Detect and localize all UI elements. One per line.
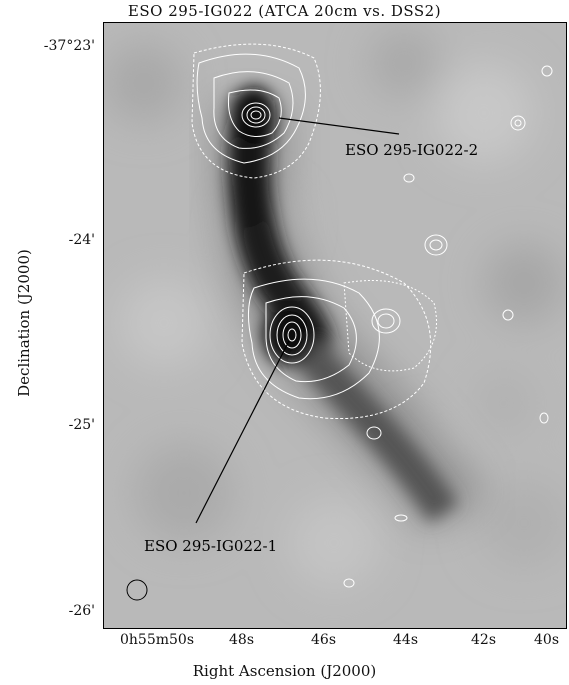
annotation-lines [195, 117, 400, 524]
ra-tick-label: 40s [534, 632, 559, 648]
radio-contours [126, 43, 553, 601]
dec-tick-label: -37°23' [43, 38, 95, 54]
y-axis-label: Declination (J2000) [15, 249, 33, 397]
ra-tick-label: 46s [311, 632, 336, 648]
dec-tick-label: -25' [68, 417, 95, 433]
image-panel [103, 22, 567, 629]
figure-title: ESO 295-IG022 (ATCA 20cm vs. DSS2) [127, 2, 442, 20]
ra-tick-label: 42s [471, 632, 496, 648]
dec-tick-label: -24' [68, 232, 95, 248]
x-axis-label: Right Ascension (J2000) [192, 662, 377, 680]
sky-image [104, 28, 566, 601]
ra-tick-label: 48s [229, 632, 254, 648]
annotation-source-1: ESO 295-IG022-1 [144, 537, 278, 555]
dec-tick-label: -26' [68, 603, 95, 619]
galaxy-body [228, 86, 459, 523]
annotation-source-2: ESO 295-IG022-2 [345, 141, 479, 159]
ra-tick-label: 44s [393, 632, 418, 648]
ra-tick-label: 0h55m50s [120, 632, 195, 648]
background-noise [104, 28, 566, 588]
